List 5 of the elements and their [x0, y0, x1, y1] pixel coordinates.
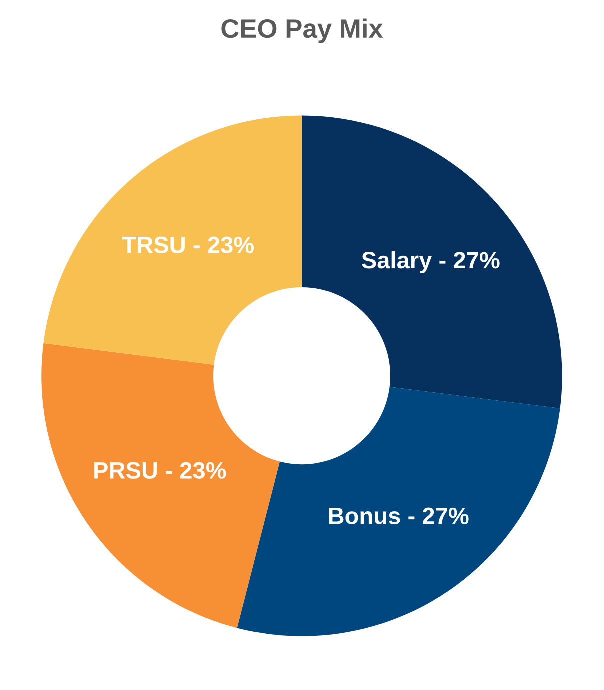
slice-label: PRSU - 23%	[94, 462, 226, 480]
slice-label: TRSU - 23%	[122, 236, 254, 254]
slice-label: Bonus - 27%	[329, 508, 469, 525]
chart-title: CEO Pay Mix	[222, 18, 384, 44]
slice-label: Salary - 27%	[362, 251, 500, 274]
